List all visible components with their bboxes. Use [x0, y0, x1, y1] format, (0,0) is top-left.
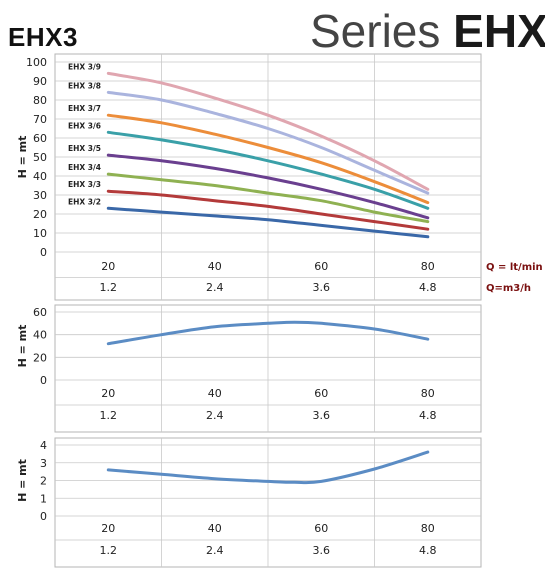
x-tick-label: 60 [314, 260, 328, 273]
x-tick-label: 40 [208, 260, 222, 273]
y-tick-label: 20 [33, 208, 47, 221]
x-tick-label: 20 [101, 522, 115, 535]
series-line-ehx-3-8 [106, 90, 430, 195]
series-title: Series EHX [310, 4, 545, 58]
series-label: EHX 3/4 [68, 163, 101, 172]
model-title: EHX3 [8, 22, 78, 52]
series-line-ehx-3-3 [106, 189, 430, 231]
y-tick-label: 0 [40, 510, 47, 523]
y-tick-label: 70 [33, 113, 47, 126]
x-tick-label: 40 [208, 522, 222, 535]
y-axis-label: H = mt [16, 459, 29, 502]
x-tick-label-m3h: 1.2 [100, 281, 118, 294]
series-name: EHX [453, 5, 545, 57]
x-tick-label-m3h: 3.6 [313, 281, 331, 294]
chart-panel-1: 0 10 20 30 40 50 60 70 80 90 100 H = mt 20 1.2 40 2.4 60… [16, 53, 543, 301]
x-tick-label-m3h: 2.4 [206, 281, 224, 294]
x-tick-label: 60 [314, 522, 328, 535]
x-tick-label: 60 [314, 387, 328, 400]
x-tick-label: 80 [421, 387, 435, 400]
series-label: EHX 3/7 [68, 104, 101, 113]
x-unit-label: Q = lt/min [486, 262, 543, 273]
x-tick-label: 20 [101, 387, 115, 400]
y-tick-label: 20 [33, 351, 47, 364]
series-prefix: Series [310, 5, 441, 57]
x-tick-label-m3h: 1.2 [100, 409, 118, 422]
series-line-ehx-3-6 [106, 130, 430, 210]
x-tick-label-m3h: 3.6 [313, 409, 331, 422]
x-tick-label-m3h: 4.8 [419, 544, 437, 557]
x-tick-label-m3h: 2.4 [206, 544, 224, 557]
y-tick-label: 40 [33, 170, 47, 183]
series-line-ehx-3-2 [106, 206, 430, 239]
x-tick-label-m3h: 4.8 [419, 281, 437, 294]
y-tick-label: 60 [33, 132, 47, 145]
y-tick-label: 1 [40, 492, 47, 505]
series-line-ehx-3-5 [106, 153, 430, 220]
y-tick-label: 80 [33, 94, 47, 107]
y-tick-label: 2 [40, 475, 47, 488]
chart-panel-3: 0 1 2 3 4 H = mt 20 1.2 40 2.4 60 3.6 80 4.8 [16, 437, 482, 568]
x-tick-label-m3h: 1.2 [100, 544, 118, 557]
series-line-curve [106, 320, 430, 346]
series-label: EHX 3/5 [68, 144, 101, 153]
y-axis-label: H = mt [16, 136, 29, 179]
series-label: EHX 3/6 [68, 121, 101, 130]
y-tick-label: 60 [33, 306, 47, 319]
y-tick-label: 4 [40, 439, 47, 452]
series-line-ehx-3-4 [106, 172, 430, 224]
x-tick-label: 20 [101, 260, 115, 273]
y-tick-label: 50 [33, 151, 47, 164]
series-label: EHX 3/9 [68, 62, 101, 71]
series-line-ehx-3-7 [106, 113, 430, 205]
y-tick-label: 0 [40, 246, 47, 259]
y-axis-label: H = mt [16, 325, 29, 368]
series-line-curve [106, 450, 430, 485]
y-tick-label: 30 [33, 189, 47, 202]
chart-panel-2: 0 20 40 60 H = mt 20 1.2 40 2.4 60 3.6 80 4.8 [16, 304, 482, 433]
y-tick-label: 40 [33, 329, 47, 342]
series-label: EHX 3/8 [68, 81, 101, 90]
series-label: EHX 3/3 [68, 180, 101, 189]
x-tick-label: 80 [421, 260, 435, 273]
series-label: EHX 3/2 [68, 197, 101, 206]
y-tick-label: 90 [33, 75, 47, 88]
y-tick-label: 0 [40, 374, 47, 387]
y-tick-label: 100 [26, 56, 47, 69]
x-tick-label: 40 [208, 387, 222, 400]
y-tick-label: 10 [33, 227, 47, 240]
x-tick-label-m3h: 2.4 [206, 409, 224, 422]
series-line-ehx-3-9 [106, 71, 430, 191]
x-tick-label-m3h: 4.8 [419, 409, 437, 422]
y-tick-label: 3 [40, 457, 47, 470]
x-tick-label: 80 [421, 522, 435, 535]
x-tick-label-m3h: 3.6 [313, 544, 331, 557]
x-unit-label-m3h: Q=m3/h [486, 283, 531, 294]
